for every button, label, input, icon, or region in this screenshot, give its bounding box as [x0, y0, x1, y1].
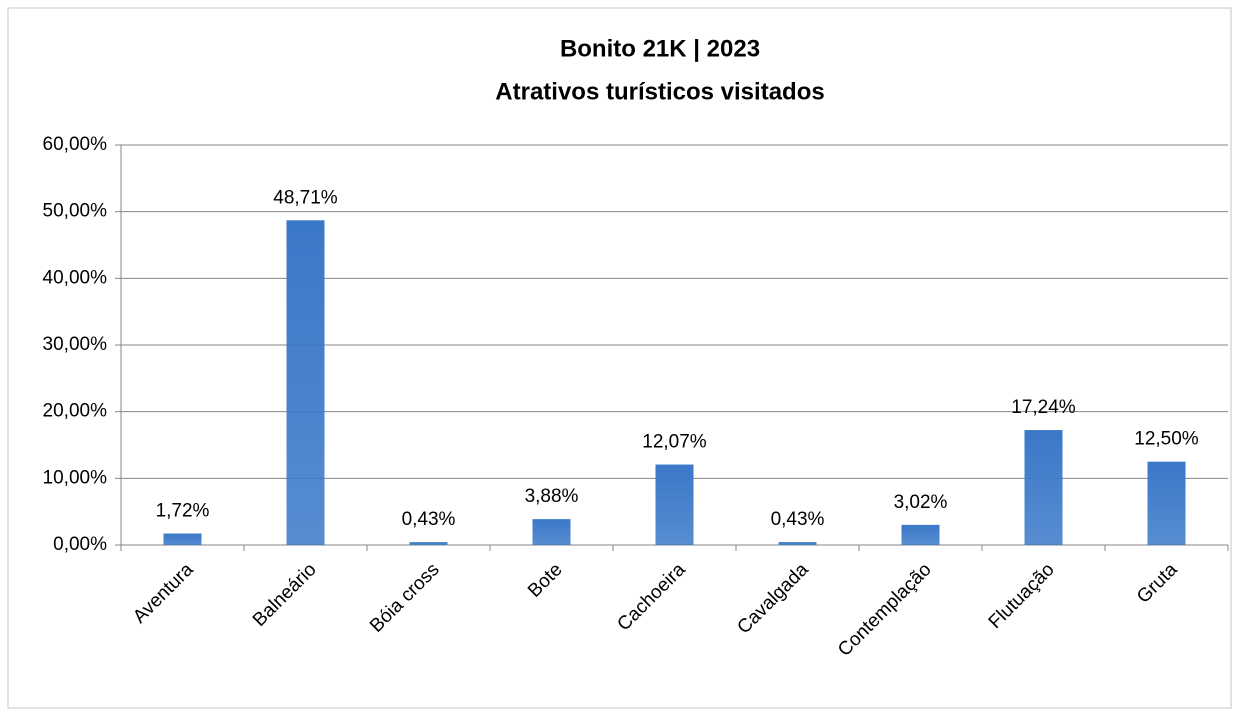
chart-title: Atrativos turísticos visitados [495, 78, 824, 105]
bar [1024, 430, 1063, 545]
chart-frame [7, 7, 1232, 709]
data-label: 0,43% [771, 509, 825, 530]
bar [409, 542, 448, 545]
y-tick-label: 50,00% [43, 201, 108, 222]
chart-title: Bonito 21K | 2023 [560, 35, 760, 62]
bar [901, 524, 940, 545]
y-tick-label: 20,00% [43, 401, 108, 422]
y-tick-label: 60,00% [43, 134, 108, 155]
bar [778, 542, 817, 545]
data-label: 48,71% [273, 187, 338, 208]
data-label: 0,43% [402, 509, 456, 530]
data-label: 17,24% [1011, 397, 1076, 418]
data-label: 1,72% [156, 501, 210, 522]
bar [532, 519, 571, 545]
bar [655, 464, 694, 545]
y-tick-label: 30,00% [43, 334, 108, 355]
y-tick-label: 0,00% [53, 534, 107, 555]
y-tick-label: 40,00% [43, 267, 108, 288]
bar [1147, 461, 1186, 545]
bar [163, 533, 202, 545]
data-label: 12,50% [1134, 429, 1199, 450]
data-label: 3,02% [894, 492, 948, 513]
data-label: 3,88% [525, 486, 579, 507]
bar [286, 220, 325, 545]
data-label: 12,07% [642, 432, 707, 453]
y-tick-label: 10,00% [43, 467, 108, 488]
